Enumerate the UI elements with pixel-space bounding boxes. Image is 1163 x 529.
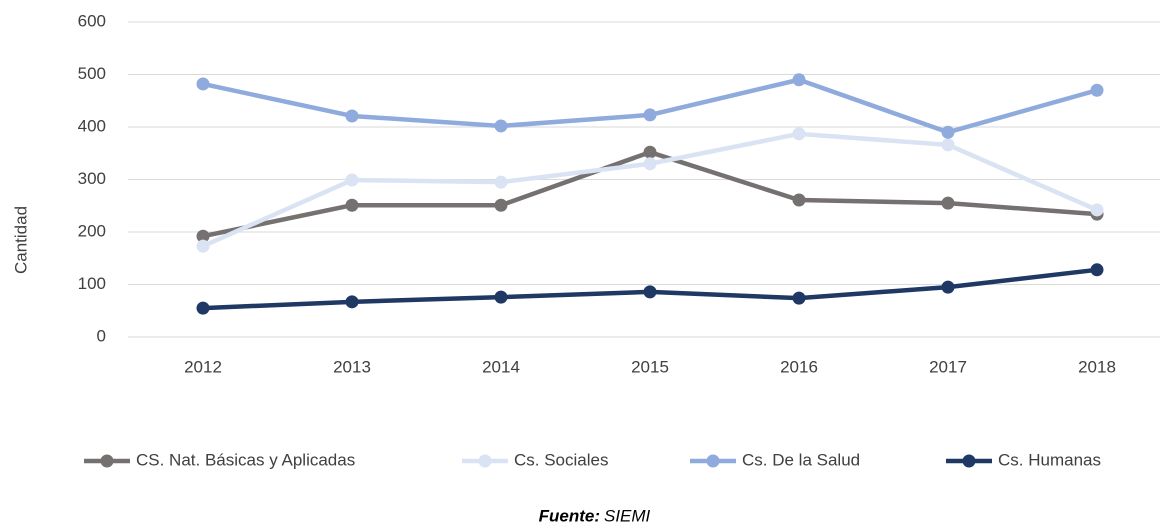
legend-label: CS. Nat. Básicas y Aplicadas — [136, 450, 355, 469]
point — [494, 175, 508, 189]
point — [1090, 263, 1104, 277]
point — [941, 138, 955, 152]
point — [196, 229, 210, 243]
point — [643, 157, 657, 171]
y-tick-label: 300 — [78, 169, 106, 188]
point — [792, 127, 806, 141]
point — [941, 196, 955, 210]
legend-marker — [962, 454, 976, 468]
point — [345, 198, 359, 212]
legend-label: Cs. Sociales — [514, 450, 608, 469]
point — [196, 77, 210, 91]
x-tick-label: 2015 — [631, 357, 669, 376]
source-label: Fuente: — [539, 506, 600, 525]
point — [494, 290, 508, 304]
x-tick-label: 2017 — [929, 357, 967, 376]
point — [494, 119, 508, 133]
legend-marker — [706, 454, 720, 468]
point — [345, 109, 359, 123]
x-tick-label: 2018 — [1078, 357, 1116, 376]
point — [1090, 83, 1104, 97]
legend-label: Cs. Humanas — [998, 450, 1101, 469]
point — [196, 239, 210, 253]
legend-marker — [478, 454, 492, 468]
point — [494, 198, 508, 212]
x-tick-label: 2013 — [333, 357, 371, 376]
y-tick-label: 200 — [78, 221, 106, 240]
y-tick-label: 600 — [78, 11, 106, 30]
x-tick-label: 2014 — [482, 357, 520, 376]
point — [1090, 203, 1104, 217]
y-tick-label: 500 — [78, 64, 106, 83]
x-tick-label: 2012 — [184, 357, 222, 376]
legend-label: Cs. De la Salud — [742, 450, 860, 469]
point — [792, 73, 806, 87]
x-tick-label: 2016 — [780, 357, 818, 376]
series-line — [202, 77, 1098, 135]
point — [643, 145, 657, 159]
point — [643, 285, 657, 299]
point — [941, 125, 955, 139]
point — [345, 173, 359, 187]
point — [792, 291, 806, 305]
point — [196, 301, 210, 315]
y-tick-label: 0 — [97, 326, 106, 345]
y-axis-label: Cantidad — [11, 206, 30, 274]
y-tick-label: 100 — [78, 274, 106, 293]
source: SIEMI — [604, 506, 651, 525]
point — [345, 295, 359, 309]
point — [941, 280, 955, 294]
legend-marker — [100, 454, 114, 468]
y-tick-label: 400 — [78, 116, 106, 135]
point — [643, 108, 657, 122]
point — [792, 193, 806, 207]
